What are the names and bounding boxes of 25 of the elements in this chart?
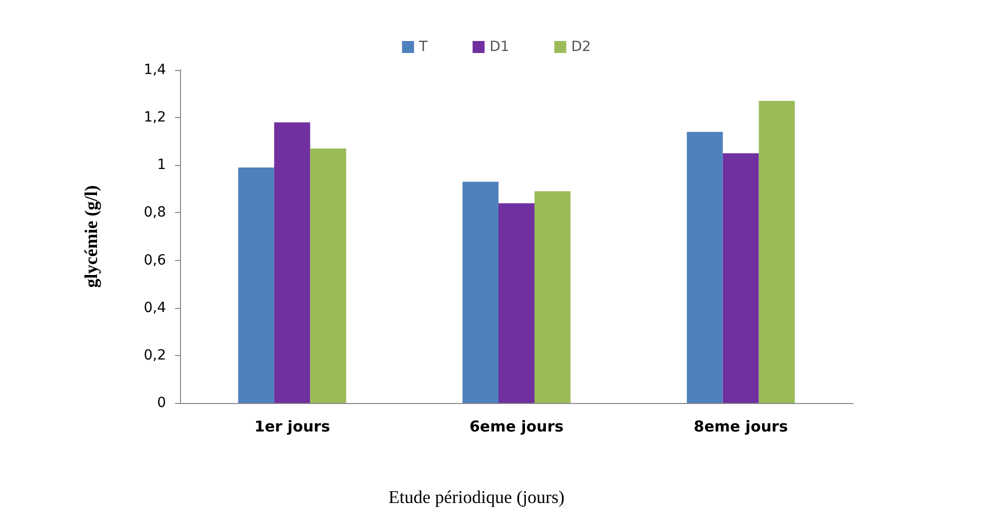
bar: [238, 168, 274, 403]
bar: [310, 148, 346, 403]
y-tick-label: 0,8: [144, 204, 166, 221]
legend-label: T: [418, 39, 428, 55]
y-tick-label: 1: [157, 157, 166, 174]
legend-label: D2: [571, 39, 591, 55]
bar: [686, 132, 723, 403]
legend-label: D1: [490, 39, 510, 55]
bar: [534, 191, 570, 403]
x-axis-title: Etude périodique (jours): [388, 487, 564, 507]
y-tick-label: 0: [157, 395, 166, 411]
y-axis-title: glycémie (g/l): [81, 185, 101, 288]
bar: [758, 100, 795, 403]
x-tick-label: 8eme jours: [694, 418, 788, 436]
bar: [498, 203, 534, 403]
y-tick-label: 0,6: [144, 252, 166, 268]
x-tick-label: 1er jours: [254, 418, 330, 436]
bar: [722, 153, 759, 403]
y-tick-label: 0,2: [144, 347, 166, 364]
y-tick-label: 1,4: [144, 62, 166, 78]
bar: [462, 182, 498, 403]
y-tick-label: 0,4: [144, 300, 166, 316]
bar: [274, 122, 310, 403]
y-tick-label: 1,2: [144, 110, 166, 126]
x-tick-label: 6eme jours: [469, 418, 564, 436]
